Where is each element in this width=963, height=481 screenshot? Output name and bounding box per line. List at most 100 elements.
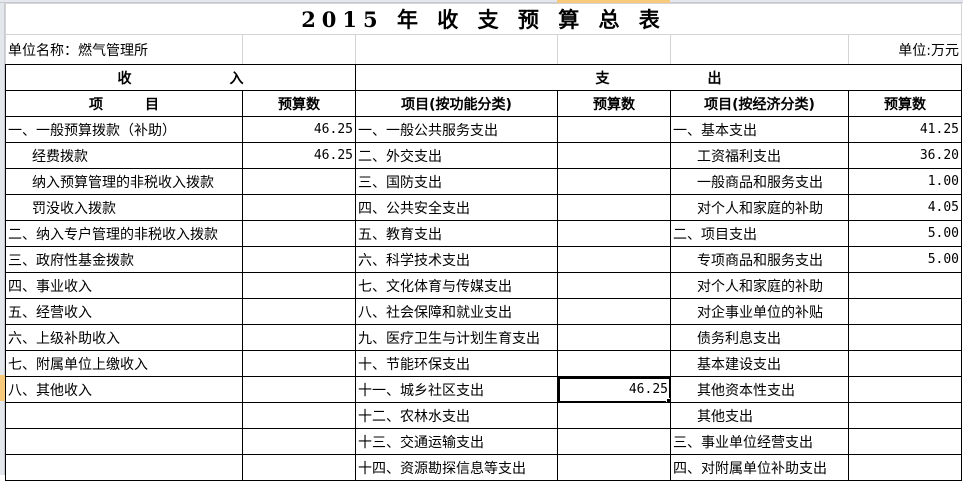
- budget-amount-cell[interactable]: [242, 168, 356, 195]
- item-cell[interactable]: 十四、资源勘探信息等支出: [355, 454, 558, 481]
- budget-amount-cell[interactable]: [557, 324, 671, 351]
- budget-amount-cell[interactable]: [557, 350, 671, 377]
- selected-row-header[interactable]: [0, 375, 5, 401]
- budget-amount-cell[interactable]: [242, 220, 356, 247]
- item-cell[interactable]: 五、教育支出: [355, 220, 558, 247]
- budget-amount-cell[interactable]: [242, 376, 356, 403]
- item-cell[interactable]: 七、附属单位上缴收入: [5, 350, 243, 377]
- selected-column-header[interactable]: [557, 0, 670, 3]
- column-header[interactable]: 预算数: [557, 90, 671, 117]
- column-header[interactable]: 预算数: [242, 90, 356, 117]
- cell[interactable]: [670, 34, 849, 65]
- budget-amount-cell[interactable]: [242, 402, 356, 429]
- budget-amount-cell[interactable]: [242, 350, 356, 377]
- budget-amount-cell[interactable]: [242, 246, 356, 273]
- item-cell[interactable]: 纳入预算管理的非税收入拨款: [5, 168, 243, 195]
- item-cell[interactable]: 经费拨款: [5, 142, 243, 169]
- item-cell[interactable]: 对个人和家庭的补助: [670, 194, 849, 221]
- column-header[interactable]: 项目(按功能分类): [355, 90, 558, 117]
- item-cell[interactable]: 三、国防支出: [355, 168, 558, 195]
- budget-amount-cell[interactable]: [557, 428, 671, 455]
- item-cell[interactable]: 债务利息支出: [670, 324, 849, 351]
- column-header[interactable]: 项 目: [5, 90, 243, 117]
- item-cell[interactable]: 二、项目支出: [670, 220, 849, 247]
- cell[interactable]: [355, 34, 558, 65]
- item-cell[interactable]: 一、一般公共服务支出: [355, 116, 558, 143]
- budget-amount-cell[interactable]: [242, 324, 356, 351]
- item-cell[interactable]: 三、事业单位经营支出: [670, 428, 849, 455]
- item-cell[interactable]: 八、其他收入: [5, 376, 243, 403]
- item-cell[interactable]: 九、医疗卫生与计划生育支出: [355, 324, 558, 351]
- budget-amount-cell[interactable]: [242, 454, 356, 481]
- budget-amount-cell[interactable]: [848, 428, 962, 455]
- budget-amount-cell[interactable]: 46.25: [242, 142, 356, 169]
- budget-amount-cell[interactable]: [557, 168, 671, 195]
- budget-amount-cell[interactable]: 36.20: [848, 142, 962, 169]
- unit-name[interactable]: 单位名称：燃气管理所: [5, 34, 243, 65]
- sheet-title[interactable]: 2015 年 收 支 预 算 总 表: [5, 3, 962, 35]
- budget-amount-cell[interactable]: [557, 220, 671, 247]
- budget-amount-cell[interactable]: [557, 194, 671, 221]
- item-cell[interactable]: 罚没收入拨款: [5, 194, 243, 221]
- budget-amount-cell[interactable]: [848, 376, 962, 403]
- item-cell[interactable]: 十二、农林水支出: [355, 402, 558, 429]
- cell[interactable]: [557, 34, 671, 65]
- item-cell[interactable]: 一、一般预算拨款（补助）: [5, 116, 243, 143]
- column-header[interactable]: 项目(按经济分类): [670, 90, 849, 117]
- column-header-strip[interactable]: [0, 0, 963, 3]
- unit-label[interactable]: 单位:万元: [848, 34, 962, 65]
- budget-amount-cell[interactable]: [848, 454, 962, 481]
- item-cell[interactable]: 十一、城乡社区支出: [355, 376, 558, 403]
- item-cell[interactable]: [5, 454, 243, 481]
- item-cell[interactable]: 其他支出: [670, 402, 849, 429]
- item-cell[interactable]: 四、对附属单位补助支出: [670, 454, 849, 481]
- item-cell[interactable]: 四、事业收入: [5, 272, 243, 299]
- budget-amount-cell[interactable]: 46.25: [242, 116, 356, 143]
- item-cell[interactable]: 二、纳入专户管理的非税收入拨款: [5, 220, 243, 247]
- budget-amount-cell[interactable]: [557, 272, 671, 299]
- item-cell[interactable]: 八、社会保障和就业支出: [355, 298, 558, 325]
- budget-amount-cell[interactable]: [242, 194, 356, 221]
- item-cell[interactable]: 四、公共安全支出: [355, 194, 558, 221]
- budget-amount-cell[interactable]: [242, 428, 356, 455]
- budget-amount-cell[interactable]: 5.00: [848, 246, 962, 273]
- budget-amount-cell[interactable]: 1.00: [848, 168, 962, 195]
- budget-amount-cell[interactable]: [557, 454, 671, 481]
- row-header-strip[interactable]: [0, 3, 5, 475]
- selected-cell[interactable]: 46.25: [557, 376, 671, 403]
- cell[interactable]: [242, 34, 356, 65]
- budget-amount-cell[interactable]: [848, 350, 962, 377]
- budget-amount-cell[interactable]: [848, 272, 962, 299]
- item-cell[interactable]: 十、节能环保支出: [355, 350, 558, 377]
- item-cell[interactable]: 六、科学技术支出: [355, 246, 558, 273]
- item-cell[interactable]: [5, 402, 243, 429]
- item-cell[interactable]: 基本建设支出: [670, 350, 849, 377]
- budget-amount-cell[interactable]: [557, 116, 671, 143]
- item-cell[interactable]: 专项商品和服务支出: [670, 246, 849, 273]
- income-header[interactable]: 收 入: [5, 64, 356, 91]
- expense-header[interactable]: 支 出: [355, 64, 962, 91]
- budget-amount-cell[interactable]: 4.05: [848, 194, 962, 221]
- budget-amount-cell[interactable]: [557, 402, 671, 429]
- budget-amount-cell[interactable]: [848, 324, 962, 351]
- item-cell[interactable]: 一般商品和服务支出: [670, 168, 849, 195]
- item-cell[interactable]: 工资福利支出: [670, 142, 849, 169]
- budget-amount-cell[interactable]: [557, 298, 671, 325]
- item-cell[interactable]: 十三、交通运输支出: [355, 428, 558, 455]
- item-cell[interactable]: 一、基本支出: [670, 116, 849, 143]
- budget-amount-cell[interactable]: [242, 272, 356, 299]
- budget-amount-cell[interactable]: [848, 402, 962, 429]
- item-cell[interactable]: 其他资本性支出: [670, 376, 849, 403]
- budget-amount-cell[interactable]: [557, 246, 671, 273]
- budget-amount-cell[interactable]: [242, 298, 356, 325]
- item-cell[interactable]: 三、政府性基金拨款: [5, 246, 243, 273]
- budget-amount-cell[interactable]: [557, 142, 671, 169]
- budget-amount-cell[interactable]: 41.25: [848, 116, 962, 143]
- column-header[interactable]: 预算数: [848, 90, 962, 117]
- budget-amount-cell[interactable]: 5.00: [848, 220, 962, 247]
- item-cell[interactable]: 二、外交支出: [355, 142, 558, 169]
- item-cell[interactable]: 七、文化体育与传媒支出: [355, 272, 558, 299]
- budget-amount-cell[interactable]: [848, 298, 962, 325]
- item-cell[interactable]: [5, 428, 243, 455]
- item-cell[interactable]: 五、经营收入: [5, 298, 243, 325]
